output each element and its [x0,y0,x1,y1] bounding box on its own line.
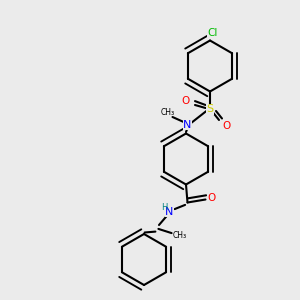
Text: O: O [222,121,231,131]
Text: N: N [165,206,174,217]
Text: CH₃: CH₃ [161,108,175,117]
Text: CH₃: CH₃ [172,231,187,240]
Text: H: H [161,202,168,211]
Text: O: O [182,96,190,106]
Text: O: O [207,193,216,203]
Text: S: S [206,104,214,115]
Text: N: N [183,119,192,130]
Text: Cl: Cl [208,28,218,38]
